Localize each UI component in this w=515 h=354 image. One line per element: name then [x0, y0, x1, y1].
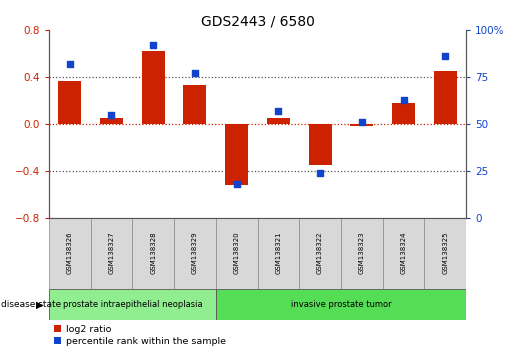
Point [149, 42, 157, 48]
Text: GSM138328: GSM138328 [150, 232, 156, 274]
Bar [434, 71, 457, 124]
Bar [58, 80, 81, 124]
Point [107, 112, 115, 118]
Bar [267, 118, 290, 124]
Text: disease state: disease state [1, 300, 61, 309]
Point [399, 97, 407, 102]
Text: GSM138322: GSM138322 [317, 232, 323, 274]
Bar [350, 124, 373, 126]
Bar [49, 289, 216, 320]
Bar [341, 218, 383, 289]
Bar [216, 218, 258, 289]
Text: GSM138325: GSM138325 [442, 232, 448, 274]
Point [232, 181, 241, 187]
Text: ▶: ▶ [36, 299, 44, 309]
Bar [424, 218, 466, 289]
Bar [308, 124, 332, 165]
Text: GSM138320: GSM138320 [234, 232, 239, 274]
Bar [216, 289, 466, 320]
Point [65, 61, 74, 67]
Text: GSM138327: GSM138327 [109, 232, 114, 274]
Legend: log2 ratio, percentile rank within the sample: log2 ratio, percentile rank within the s… [54, 325, 226, 346]
Point [441, 53, 449, 59]
Point [191, 70, 199, 76]
Bar [132, 218, 174, 289]
Bar [383, 218, 424, 289]
Bar [299, 218, 341, 289]
Text: GSM138321: GSM138321 [276, 232, 281, 274]
Bar [91, 218, 132, 289]
Text: GSM138324: GSM138324 [401, 232, 406, 274]
Text: invasive prostate tumor: invasive prostate tumor [290, 300, 391, 309]
Text: GSM138329: GSM138329 [192, 232, 198, 274]
Point [357, 119, 366, 125]
Text: GSM138326: GSM138326 [67, 232, 73, 274]
Bar [392, 103, 415, 124]
Text: prostate intraepithelial neoplasia: prostate intraepithelial neoplasia [62, 300, 202, 309]
Point [274, 108, 282, 114]
Bar [174, 218, 216, 289]
Bar [142, 51, 165, 124]
Point [316, 170, 324, 176]
Title: GDS2443 / 6580: GDS2443 / 6580 [200, 15, 315, 29]
Bar [49, 218, 91, 289]
Bar [100, 118, 123, 124]
Bar [225, 124, 248, 185]
Text: GSM138323: GSM138323 [359, 232, 365, 274]
Bar [183, 85, 207, 124]
Bar [258, 218, 299, 289]
